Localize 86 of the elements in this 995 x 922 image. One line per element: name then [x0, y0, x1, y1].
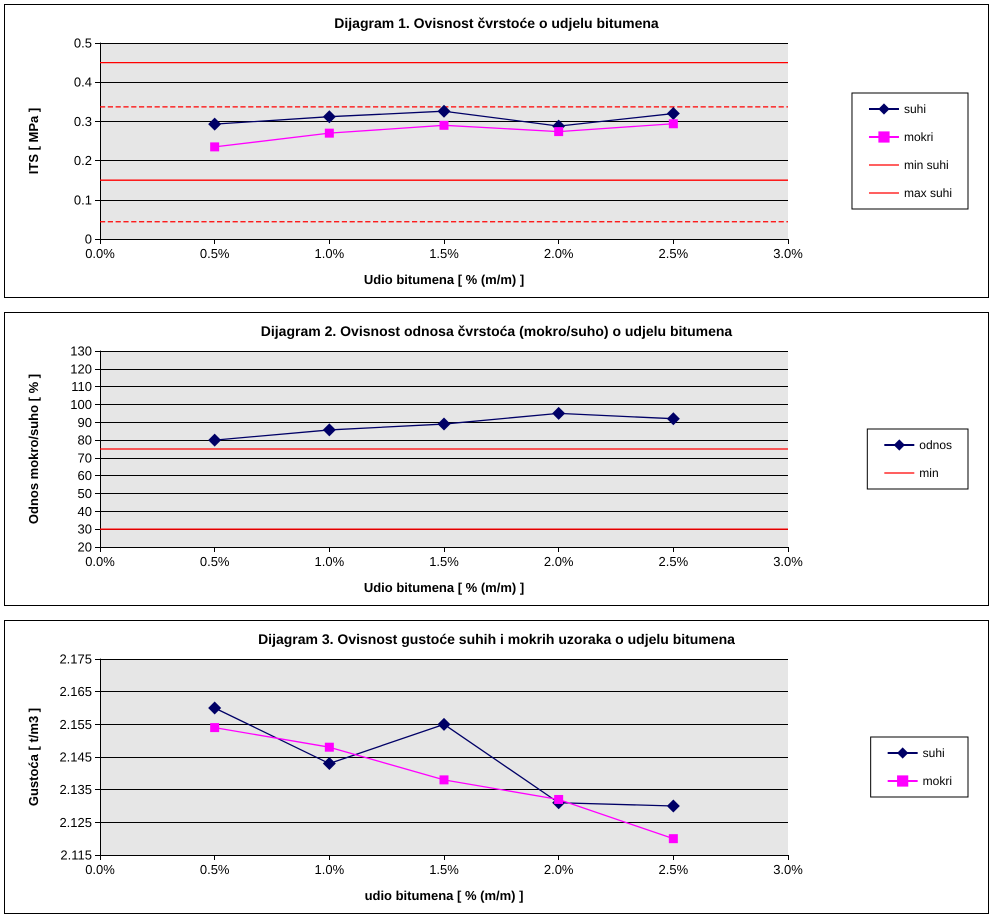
y-tick-label: 0.5 — [74, 36, 92, 50]
point — [324, 128, 334, 138]
point — [552, 406, 566, 420]
y-tick-label: 120 — [70, 361, 92, 376]
legend-label: max suhi — [904, 186, 952, 200]
legend-label: mokri — [922, 774, 952, 788]
point — [324, 742, 334, 752]
y-tick-label: 2.175 — [59, 652, 92, 666]
y-axis-title: Odnos mokro/suho [ % ] — [26, 374, 41, 524]
y-tick-label: 90 — [78, 414, 92, 430]
x-tick-label: 1.0% — [314, 862, 345, 877]
x-tick-label: 2.0% — [544, 554, 574, 569]
legend-label: mokri — [904, 130, 934, 144]
chart-title: Dijagram 3. Ovisnost gustoće suhih i mokrih uzoraka o udjelu bitumena — [258, 631, 736, 647]
y-tick-label: 60 — [78, 468, 92, 484]
x-tick-label: 1.0% — [314, 246, 345, 261]
point — [438, 718, 450, 731]
legend-label: suhi — [922, 746, 945, 760]
y-tick-label: 0.1 — [74, 192, 92, 208]
x-tick-label: 1.5% — [429, 246, 460, 261]
point — [668, 834, 678, 844]
x-tick-label: 0.0% — [85, 862, 116, 877]
point — [554, 794, 564, 804]
y-tick-label: 50 — [78, 486, 92, 502]
point — [440, 120, 448, 130]
y-tick-label: 20 — [78, 540, 92, 554]
x-tick-label: 1.5% — [429, 862, 460, 877]
point — [322, 110, 336, 124]
x-tick-label: 2.0% — [544, 862, 574, 877]
x-axis-title: Udio bitumena [ % (m/m) ] — [364, 580, 524, 595]
x-tick-label: 3.0% — [773, 862, 804, 877]
x-tick-label: 0.0% — [85, 554, 116, 569]
y-tick-label: 2.155 — [59, 716, 92, 732]
y-tick-label: 0.2 — [74, 153, 92, 168]
point — [208, 434, 222, 447]
point — [440, 775, 448, 784]
y-tick-label: 110 — [71, 379, 92, 394]
point — [666, 412, 680, 426]
y-tick-label: 2.115 — [60, 848, 92, 862]
point — [322, 423, 336, 436]
chart-title: Dijagram 1. Ovisnost čvrstoće o udjelu bitumena — [334, 15, 659, 31]
legend-label: odnos — [919, 438, 952, 452]
x-axis-title: Udio bitumena [ % (m/m) ] — [364, 272, 524, 287]
x-tick-label: 1.0% — [314, 554, 345, 569]
y-tick-label: 30 — [78, 522, 92, 537]
point — [210, 142, 220, 152]
x-tick-label: 0.5% — [200, 862, 230, 877]
point — [322, 757, 336, 770]
x-tick-label: 3.0% — [773, 554, 804, 569]
y-tick-label: 80 — [78, 432, 92, 448]
x-tick-label: 0.5% — [200, 246, 230, 261]
x-tick-label: 3.0% — [773, 246, 804, 261]
x-tick-label: 0.5% — [200, 554, 230, 569]
x-tick-label: 1.5% — [429, 554, 460, 569]
point — [208, 702, 222, 714]
point — [438, 418, 450, 431]
y-tick-label: 0.4 — [74, 74, 92, 90]
x-tick-label: 2.0% — [544, 246, 574, 261]
y-tick-label: 2.145 — [59, 750, 92, 764]
point — [438, 104, 450, 118]
x-tick-label: 0.0% — [85, 246, 116, 261]
y-tick-label: 100 — [70, 396, 92, 412]
y-tick-label: 130 — [70, 344, 92, 358]
y-tick-label: 2.165 — [59, 684, 92, 700]
legend-label: min suhi — [904, 158, 949, 172]
point — [208, 118, 222, 131]
point — [554, 127, 564, 136]
x-tick-label: 2.5% — [658, 554, 689, 569]
point — [666, 800, 680, 812]
point — [668, 119, 678, 128]
y-tick-label: 0 — [84, 232, 92, 246]
point — [666, 107, 680, 120]
x-tick-label: 2.5% — [658, 246, 689, 261]
y-tick-label: 40 — [78, 504, 92, 519]
x-tick-label: 2.5% — [658, 862, 689, 877]
point — [210, 723, 220, 732]
y-tick-label: 2.135 — [59, 782, 92, 798]
x-axis-title: udio bitumena [ % (m/m) ] — [364, 888, 524, 903]
legend-label: suhi — [904, 102, 926, 116]
y-axis-title: Gustoća [ t/m3 ] — [26, 708, 41, 806]
y-tick-label: 0.3 — [74, 114, 92, 129]
y-axis-title: ITS [ MPa ] — [26, 108, 41, 174]
y-tick-label: 70 — [78, 450, 92, 466]
y-tick-label: 2.125 — [59, 814, 92, 830]
chart-title: Dijagram 2. Ovisnost odnosa čvrstoća (mokro/suho) o udjelu bitumena — [260, 323, 732, 339]
legend-label: min — [919, 466, 939, 480]
